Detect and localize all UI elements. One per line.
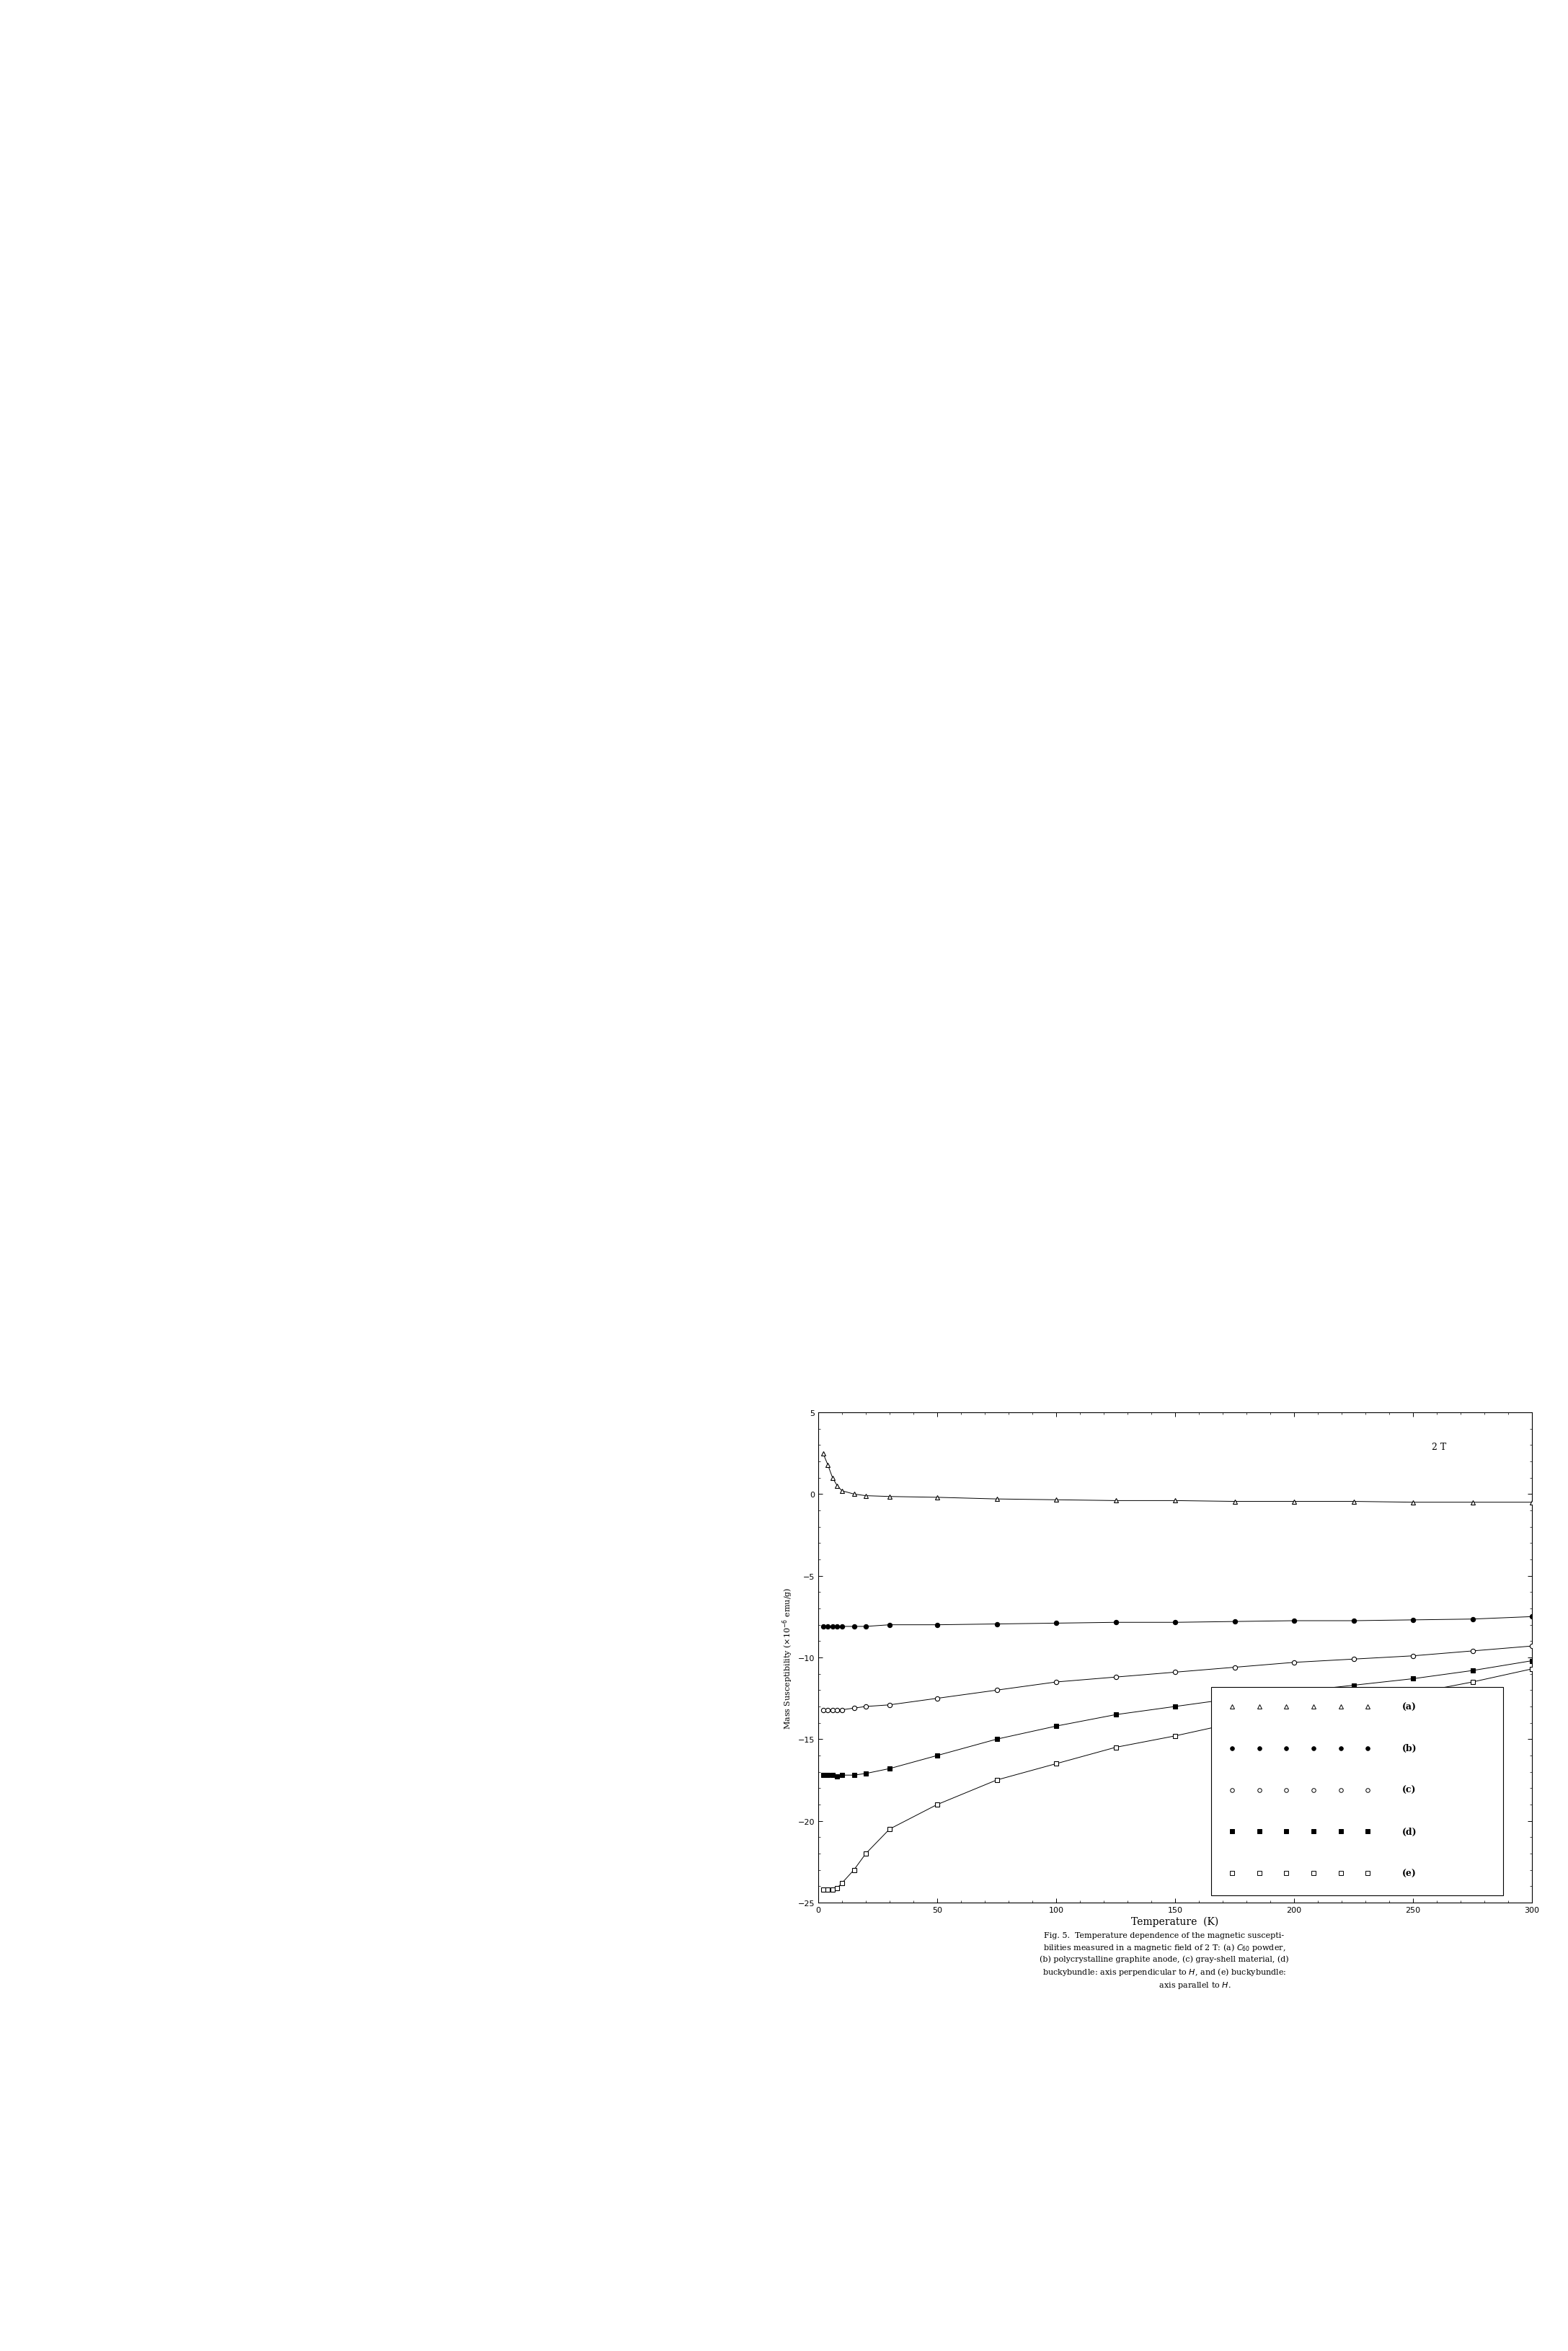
X-axis label: Temperature  (K): Temperature (K) [1132, 1916, 1218, 1928]
Text: (d): (d) [1402, 1827, 1417, 1836]
Text: (a): (a) [1402, 1702, 1416, 1712]
Text: 2 T: 2 T [1432, 1441, 1446, 1451]
Text: (c): (c) [1402, 1784, 1416, 1794]
Text: (e): (e) [1402, 1869, 1416, 1878]
Text: (b): (b) [1402, 1744, 1417, 1754]
Bar [1210, 1688, 1504, 1895]
Text: Fig. 5.  Temperature dependence of the magnetic suscepti-
bilities measured in a: Fig. 5. Temperature dependence of the ma… [1040, 1933, 1289, 1989]
Y-axis label: Mass Susceptibility ($\times$10$^{-6}$ emu/g): Mass Susceptibility ($\times$10$^{-6}$ e… [781, 1587, 795, 1728]
